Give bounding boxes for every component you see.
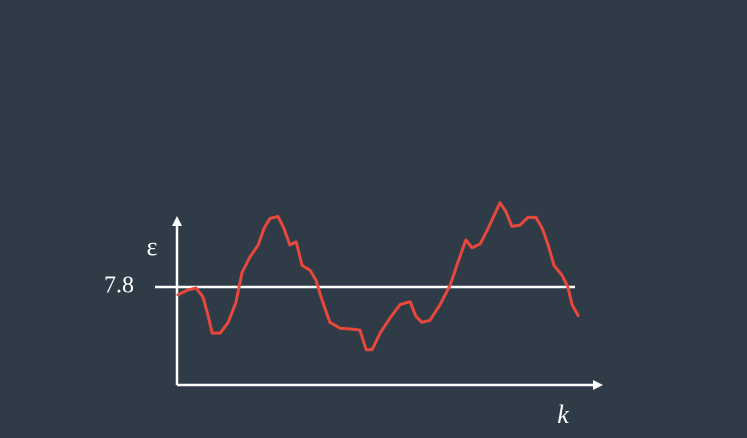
x-arrow	[593, 380, 603, 390]
data-line	[176, 201, 580, 352]
y-axis-label: ε	[147, 232, 158, 261]
y-arrow	[172, 216, 182, 226]
x-axis-label: k	[557, 400, 569, 429]
y-tick-label: 7.8	[104, 273, 134, 299]
